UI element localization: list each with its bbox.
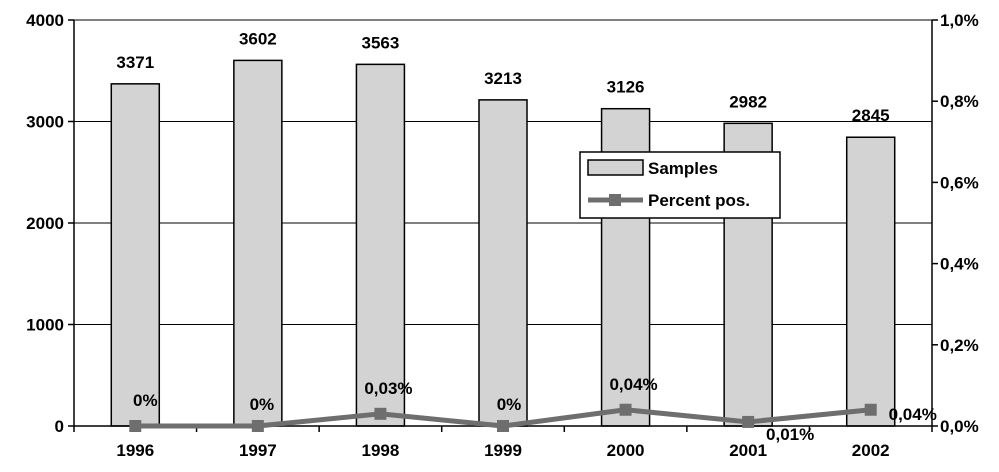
bar-label-1998: 3563 xyxy=(362,33,400,52)
x-tick-label-1998: 1998 xyxy=(362,441,400,460)
y-right-tick-label-2: 0,4% xyxy=(940,255,979,274)
bar-label-1996: 3371 xyxy=(116,53,154,72)
percent-label-1998: 0,03% xyxy=(364,379,412,398)
data-labels: 3371 3602 3563 3213 3126 2982 2845 0% 0% 0,03% 0% 0… xyxy=(116,29,936,444)
bar-label-2000: 3126 xyxy=(607,78,645,97)
y-left-tick-label-4: 4000 xyxy=(26,11,64,30)
percent-line xyxy=(129,403,877,432)
bar-1999 xyxy=(478,99,528,427)
percent-label-2000: 0,04% xyxy=(609,375,657,394)
percent-label-2002: 0,04% xyxy=(889,405,937,424)
x-tick-label-2002: 2002 xyxy=(852,441,890,460)
x-tick-label-1997: 1997 xyxy=(239,441,277,460)
percent-label-2001: 0,01% xyxy=(766,425,814,444)
percent-marker-1999 xyxy=(497,420,509,432)
percent-label-1999: 0% xyxy=(497,395,522,414)
percent-marker-1996 xyxy=(129,420,142,432)
bar-label-2001: 2982 xyxy=(729,92,767,111)
y-left-tick-label-0: 0 xyxy=(55,417,64,436)
x-tick-label-2000: 2000 xyxy=(607,441,645,460)
legend-label-samples: Samples xyxy=(648,159,718,178)
y-right-tick-label-5: 1,0% xyxy=(940,11,979,30)
bar-1996 xyxy=(110,83,161,427)
bar-2002 xyxy=(845,136,896,427)
y-right-tick-label-1: 0,2% xyxy=(940,336,979,355)
percent-marker-2002 xyxy=(864,403,877,416)
y-left-tick-label-2: 2000 xyxy=(26,214,64,233)
bar-label-1999: 3213 xyxy=(484,69,522,88)
legend-label-percent: Percent pos. xyxy=(648,191,750,210)
x-tick-label-1996: 1996 xyxy=(116,441,154,460)
bars xyxy=(110,59,896,427)
bar-label-1997: 3602 xyxy=(239,29,277,48)
y-left-tick-label-1: 1000 xyxy=(26,316,64,335)
legend: Samples Percent pos. xyxy=(579,151,781,219)
y-right-tick-label-0: 0,0% xyxy=(940,417,979,436)
x-tick-label-2001: 2001 xyxy=(729,441,767,460)
legend-swatch-samples xyxy=(587,159,644,176)
bar-1997 xyxy=(233,59,283,427)
bar-1998 xyxy=(355,63,406,427)
legend-swatch-percent-marker xyxy=(609,194,621,206)
y-right-tick-label-3: 0,6% xyxy=(940,173,979,192)
x-tick-label-1999: 1999 xyxy=(484,441,522,460)
percent-label-1997: 0% xyxy=(250,395,275,414)
percent-marker-1997 xyxy=(251,420,264,432)
bar-label-2002: 2845 xyxy=(852,106,890,125)
y-left-tick-label-3: 3000 xyxy=(26,113,64,132)
percent-label-1996: 0% xyxy=(133,391,158,410)
percent-marker-2000 xyxy=(619,403,632,416)
tick-labels: 0 1000 2000 3000 4000 0,0% 0,2% 0,4% 0,6% 0,8% 1,0… xyxy=(26,11,979,460)
percent-marker-1998 xyxy=(374,407,387,420)
y-right-tick-label-4: 0,8% xyxy=(940,92,979,111)
percent-marker-2001 xyxy=(742,415,755,428)
